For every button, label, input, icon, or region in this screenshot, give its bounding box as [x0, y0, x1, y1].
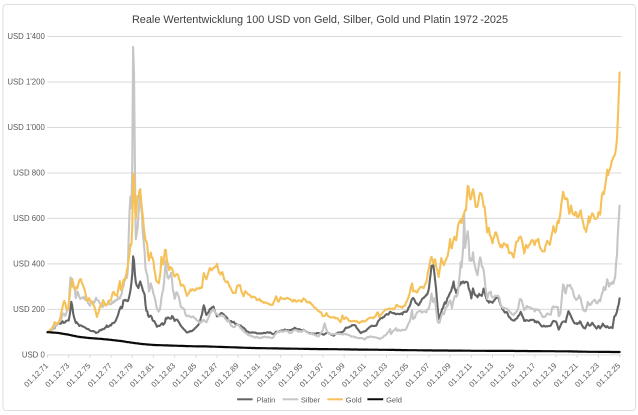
- svg-text:Gold: Gold: [346, 395, 362, 404]
- svg-text:USD 200: USD 200: [13, 305, 45, 314]
- svg-text:USD 400: USD 400: [13, 260, 45, 269]
- svg-text:USD 800: USD 800: [13, 169, 45, 178]
- svg-text:USD 1'000: USD 1'000: [7, 123, 45, 132]
- svg-text:USD 0: USD 0: [22, 351, 46, 360]
- svg-text:Reale Wertentwicklung 100 USD: Reale Wertentwicklung 100 USD von Geld, …: [132, 14, 508, 26]
- svg-text:USD 1'200: USD 1'200: [7, 78, 45, 87]
- svg-text:Silber: Silber: [301, 395, 321, 404]
- svg-text:Geld: Geld: [386, 395, 402, 404]
- svg-text:Platin: Platin: [257, 395, 276, 404]
- svg-text:USD 1'400: USD 1'400: [7, 32, 45, 41]
- svg-text:USD 600: USD 600: [13, 214, 45, 223]
